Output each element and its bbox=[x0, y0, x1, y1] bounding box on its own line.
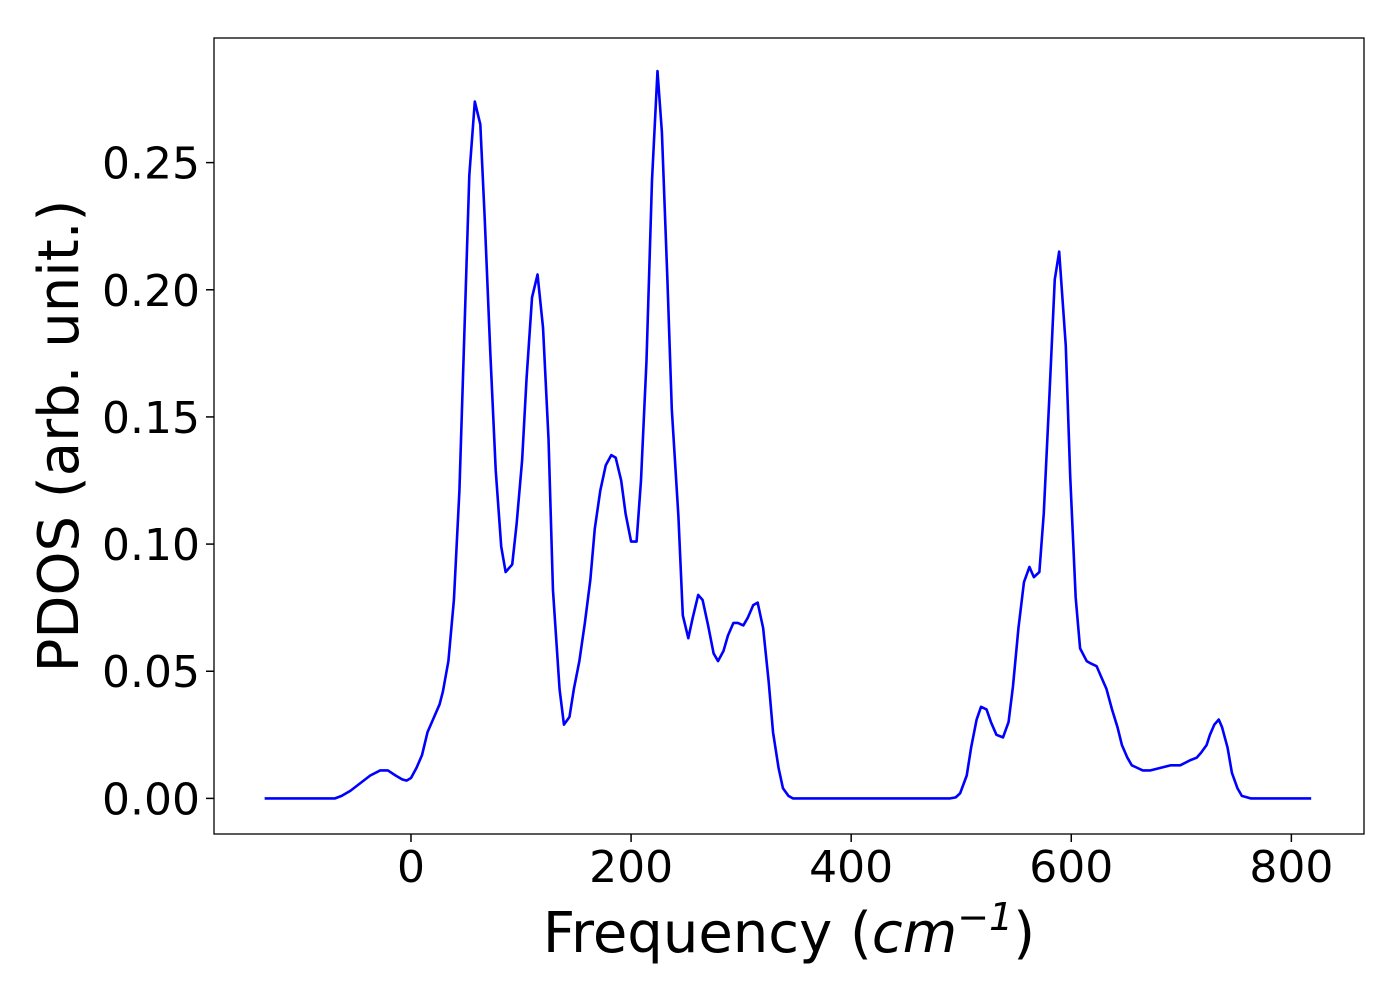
data-line bbox=[264, 69, 1312, 800]
x-label-exponent: −1 bbox=[957, 895, 1013, 939]
y-tick-label: 0.20 bbox=[102, 266, 200, 317]
y-tick-label: 0.00 bbox=[102, 774, 200, 825]
x-tick-label: 200 bbox=[589, 842, 673, 893]
x-tick-label: 800 bbox=[1249, 842, 1333, 893]
y-tick-label: 0.25 bbox=[102, 139, 200, 190]
x-label-unit: cm bbox=[872, 901, 957, 966]
y-tick-label: 0.15 bbox=[102, 393, 200, 444]
y-axis-label: PDOS (arb. unit.) bbox=[27, 200, 92, 673]
y-tick-label: 0.05 bbox=[102, 647, 200, 698]
x-axis-label: Frequency (cm−1) bbox=[543, 895, 1035, 966]
x-tick-label: 400 bbox=[809, 842, 893, 893]
y-tick-label: 0.10 bbox=[102, 520, 200, 571]
x-label-close: ) bbox=[1013, 901, 1035, 966]
x-label-text: Frequency ( bbox=[543, 901, 872, 966]
x-tick-label: 600 bbox=[1029, 842, 1113, 893]
x-tick-label: 0 bbox=[397, 842, 425, 893]
plot-frame bbox=[213, 37, 1365, 835]
